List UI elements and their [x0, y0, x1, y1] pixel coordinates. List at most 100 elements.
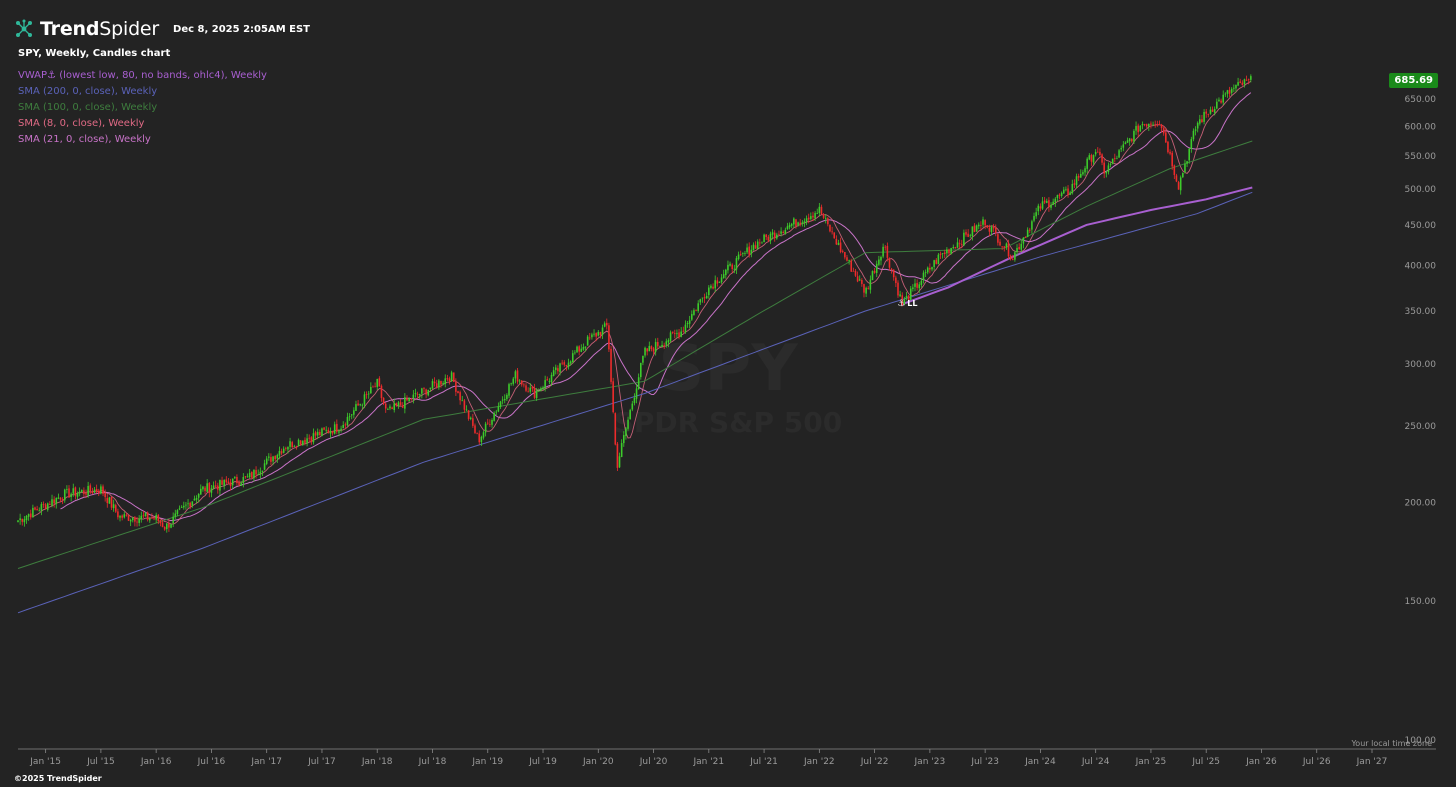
- candle-body: [591, 334, 593, 338]
- candle-body: [880, 256, 882, 261]
- candle-body: [489, 423, 491, 425]
- candle-body: [926, 267, 929, 273]
- candle-body: [97, 490, 100, 494]
- candle-body: [1052, 201, 1054, 205]
- candle-body: [1018, 246, 1020, 250]
- candle-body: [765, 234, 768, 238]
- chart-datetime: Dec 8, 2025 2:05AM EST: [173, 23, 310, 35]
- candle-body: [278, 450, 281, 456]
- candle-body: [433, 381, 436, 384]
- candle-body: [1031, 221, 1033, 230]
- candle-body: [310, 437, 313, 442]
- candle-body: [53, 499, 55, 504]
- candle-body: [1245, 79, 1248, 81]
- candle-body: [491, 419, 493, 425]
- candle-body: [997, 234, 999, 243]
- candle-body: [1190, 139, 1193, 149]
- candle-body: [450, 372, 453, 382]
- candle-body: [871, 271, 874, 281]
- candle-body: [712, 286, 714, 289]
- candle-body: [535, 390, 538, 399]
- candle-body: [750, 249, 753, 254]
- candle-body: [1045, 201, 1048, 203]
- candle-body: [533, 388, 536, 398]
- candle-body: [574, 352, 576, 354]
- candle-body: [561, 362, 563, 364]
- candle-body: [759, 242, 761, 244]
- candle-body: [767, 236, 770, 241]
- x-tick-label: Jul '22: [860, 757, 889, 767]
- candle-body: [824, 217, 827, 219]
- candle-body: [1043, 200, 1046, 203]
- candle-body: [214, 485, 217, 487]
- candle-body: [627, 419, 629, 429]
- candle-body: [72, 488, 75, 494]
- candle-body: [353, 410, 355, 415]
- candle-body: [657, 342, 659, 347]
- candle-body: [1028, 229, 1031, 231]
- chart-symbol-info[interactable]: SPY, Weekly, Candles chart: [18, 48, 171, 59]
- candle-body: [599, 332, 602, 336]
- candle-body: [38, 510, 41, 512]
- x-tick-label: Jul '18: [418, 757, 447, 767]
- candle-body: [982, 219, 984, 225]
- trendspider-logo[interactable]: TrendSpider: [14, 18, 159, 40]
- candle-body: [268, 456, 270, 458]
- legend-sma-21[interactable]: SMA (21, 0, close), Weekly: [18, 134, 151, 145]
- candle-body: [302, 440, 304, 446]
- candle-body: [943, 252, 946, 255]
- candle-body: [121, 515, 123, 518]
- candle-body: [946, 249, 948, 254]
- spider-network-icon: [16, 19, 32, 37]
- candle-body: [822, 214, 825, 218]
- legend-vwap[interactable]: VWAP⚓ (lowest low, 80, no bands, ohlc4),…: [18, 70, 267, 81]
- candle-body: [244, 476, 247, 478]
- candle-body: [797, 222, 799, 226]
- candle-body: [550, 374, 553, 383]
- candle-body: [939, 253, 942, 255]
- x-tick-label: Jul '23: [970, 757, 999, 767]
- candle-body: [1207, 114, 1210, 115]
- indicator-lines: [17, 80, 1253, 614]
- candle-body: [659, 346, 661, 347]
- x-tick-label: Jul '16: [197, 757, 226, 767]
- candle-body: [593, 333, 595, 335]
- candle-body: [321, 428, 323, 437]
- legend-sma-8[interactable]: SMA (8, 0, close), Weekly: [18, 118, 145, 129]
- candle-body: [208, 482, 211, 493]
- timezone-note[interactable]: Your local time zone: [1351, 739, 1432, 748]
- candle-body: [180, 506, 183, 508]
- candle-body: [786, 226, 789, 230]
- sma-200-line: [17, 191, 1253, 614]
- candle-body: [756, 241, 759, 249]
- candle-body: [170, 523, 172, 528]
- candle-body: [165, 523, 168, 530]
- candle-body: [1152, 124, 1154, 126]
- candle-body: [909, 288, 912, 300]
- candle-body: [922, 272, 925, 281]
- candle-body: [223, 479, 225, 486]
- candle-body: [89, 485, 92, 492]
- sma-100-line: [17, 140, 1253, 569]
- candle-body: [1194, 129, 1197, 131]
- candle-body: [261, 470, 264, 472]
- candle-body: [912, 287, 914, 289]
- candle-body: [674, 332, 676, 334]
- candle-body: [478, 433, 481, 443]
- candle-body: [421, 388, 423, 394]
- candle-body: [457, 391, 459, 394]
- price-axis[interactable]: 100.00 150.00 200.00 250.00 300.00 350.00 400.…: [1405, 95, 1437, 746]
- candle-body: [1060, 192, 1063, 196]
- legend-sma-100[interactable]: SMA (100, 0, close), Weekly: [18, 102, 158, 113]
- candle-body: [580, 348, 583, 352]
- candle-body: [614, 413, 617, 445]
- candle-body: [480, 436, 483, 443]
- time-axis[interactable]: Jan '15 Jul '15 Jan '16 Jul '16 Jan '17 Jul '…: [18, 748, 1436, 767]
- x-tick-label: Jul '20: [639, 757, 668, 767]
- candle-body: [920, 280, 923, 285]
- candle-body: [416, 394, 419, 395]
- legend-sma-200[interactable]: SMA (200, 0, close), Weekly: [18, 86, 158, 97]
- candle-body: [1201, 119, 1203, 123]
- candle-body: [1122, 144, 1125, 148]
